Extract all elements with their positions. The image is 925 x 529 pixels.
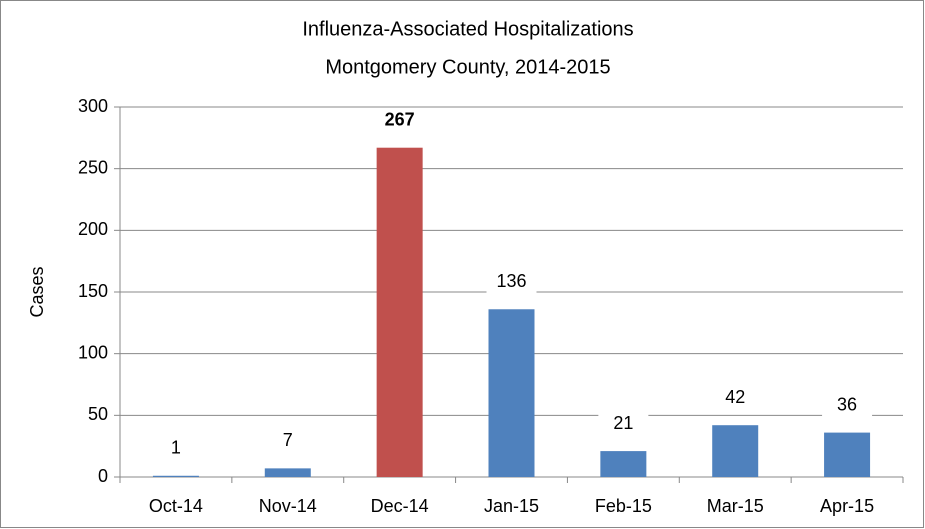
x-tick-label: Feb-15: [595, 496, 652, 516]
data-label-bg: [150, 435, 201, 462]
data-label: 136: [496, 271, 526, 291]
data-label-bg: [822, 392, 873, 419]
bar: [488, 309, 535, 477]
data-label: 42: [725, 387, 745, 407]
data-label-bg: [374, 107, 425, 134]
bar: [376, 147, 423, 477]
data-label: 7: [283, 430, 293, 450]
x-tick-label: Nov-14: [259, 496, 317, 516]
y-axis-label: Cases: [27, 266, 47, 317]
bar: [600, 451, 647, 477]
data-label: 267: [385, 109, 415, 129]
x-tick-label: Apr-15: [820, 496, 874, 516]
data-label: 21: [613, 413, 633, 433]
data-label-bg: [486, 269, 537, 296]
x-tick-label: Oct-14: [149, 496, 203, 516]
data-label-bg: [262, 428, 313, 455]
data-label-bg: [710, 385, 761, 412]
y-tick-label: 200: [78, 219, 108, 239]
bar: [264, 468, 311, 477]
bar: [712, 425, 759, 477]
bar: [152, 475, 199, 477]
y-tick-label: 300: [78, 96, 108, 116]
bar: [824, 432, 871, 477]
y-tick-label: 100: [78, 342, 108, 362]
y-tick-label: 150: [78, 281, 108, 301]
x-tick-label: Dec-14: [371, 496, 429, 516]
y-tick-label: 50: [88, 404, 108, 424]
y-tick-label: 250: [78, 157, 108, 177]
data-label-bg: [598, 411, 649, 438]
data-label: 1: [171, 438, 181, 458]
data-label: 36: [837, 394, 857, 414]
chart-subtitle: Montgomery County, 2014-2015: [325, 56, 610, 78]
y-tick-label: 0: [98, 466, 108, 486]
x-tick-label: Mar-15: [707, 496, 764, 516]
x-tick-label: Jan-15: [484, 496, 539, 516]
chart-title: Influenza-Associated Hospitalizations: [302, 18, 633, 40]
